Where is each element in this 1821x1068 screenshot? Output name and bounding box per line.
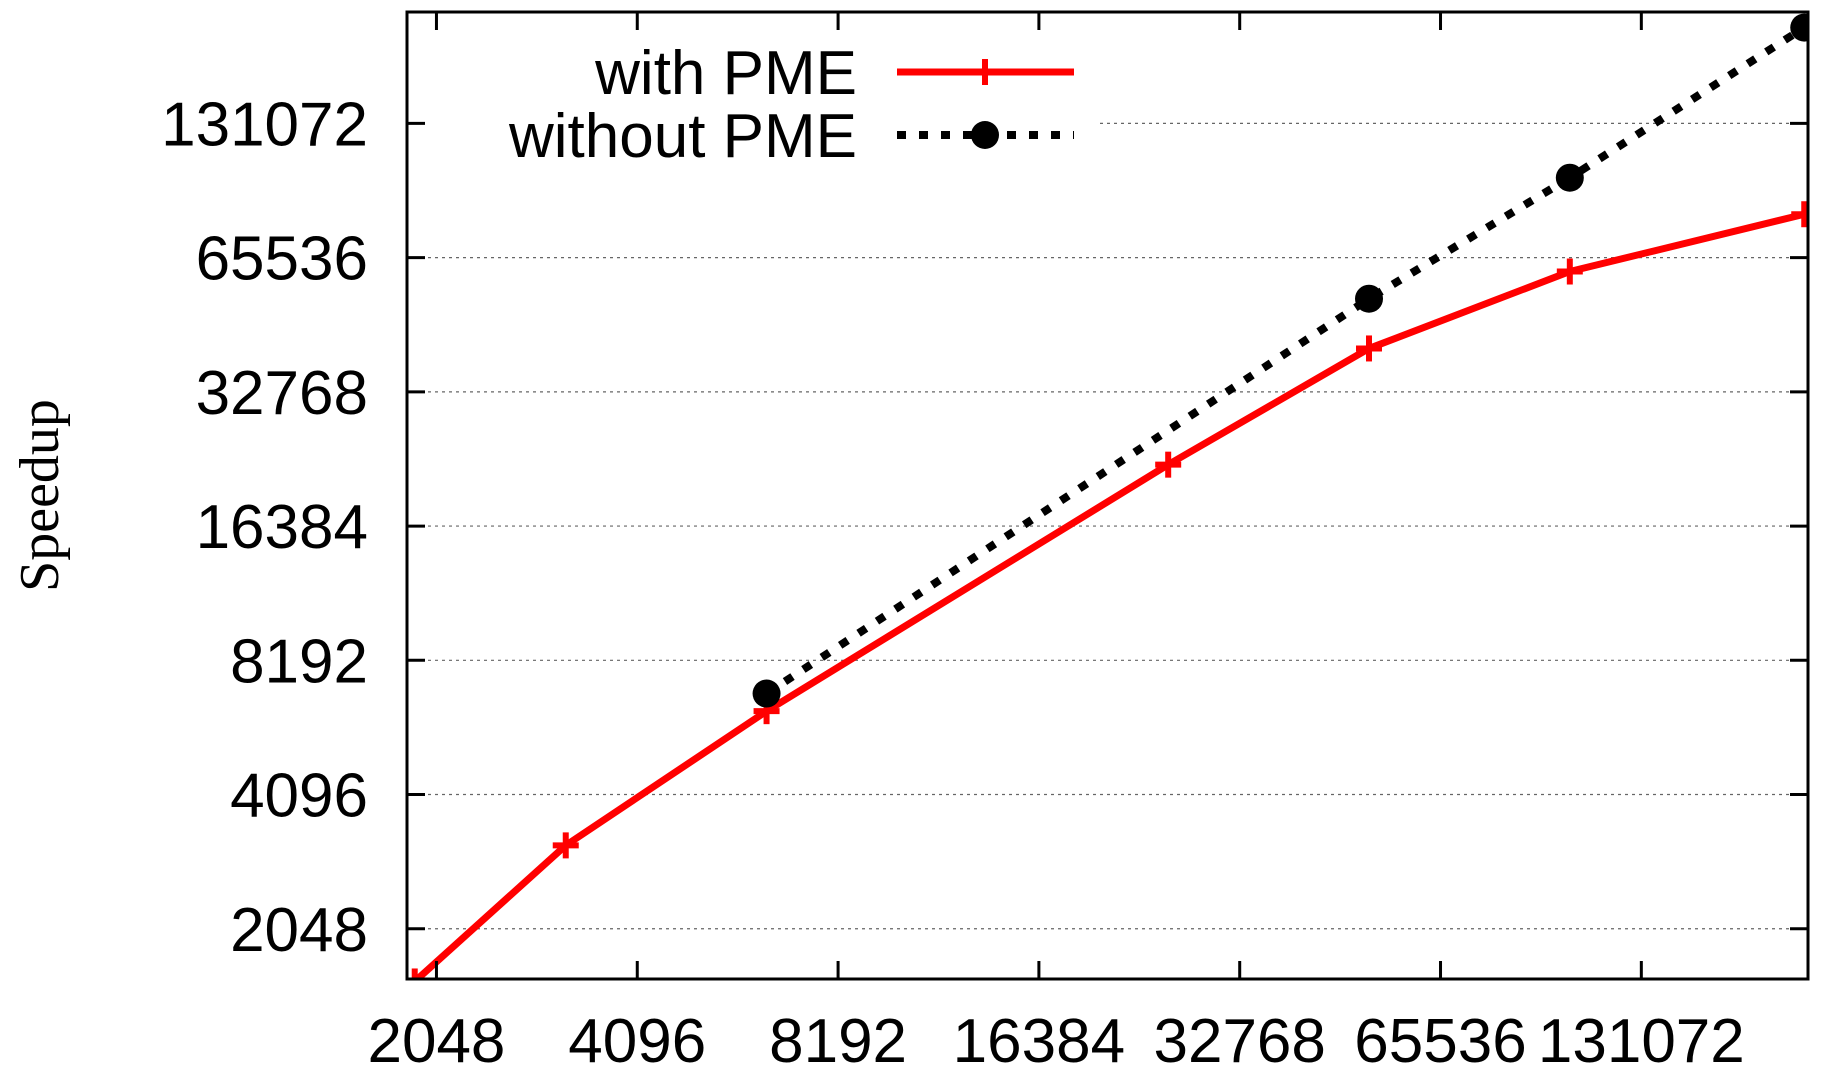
y-tick-label: 131072: [161, 90, 368, 159]
x-tick-labels: 2048 4096 8192 16384 32768 65536 131072: [367, 1007, 1744, 1068]
x-tick-label: 4096: [568, 1007, 706, 1068]
legend-marker-plus: [972, 59, 998, 85]
x-tick-label: 2048: [367, 1007, 505, 1068]
legend-label: without PME: [508, 102, 857, 171]
legend-label: with PME: [594, 39, 857, 108]
series-with-pme: [407, 201, 1808, 979]
x-tick-label: 131072: [1538, 1007, 1745, 1068]
y-tick-label: 65536: [196, 225, 368, 294]
y-tick-label: 4096: [230, 762, 368, 831]
y-axis-title: Speedup: [9, 399, 71, 592]
y-tick-label: 32768: [196, 359, 368, 428]
x-tick-label: 65536: [1354, 1007, 1526, 1068]
series-without-pme: [752, 13, 1808, 708]
data-point-circle: [1555, 163, 1584, 192]
data-point-plus: [552, 832, 579, 859]
y-tick-label: 2048: [230, 896, 368, 965]
data-point-circle: [1790, 13, 1808, 42]
y-tick-label: 16384: [196, 493, 368, 562]
plot-frame: [405, 10, 1810, 981]
data-point-circle: [752, 679, 781, 708]
series-line: [764, 24, 1807, 697]
legend-marker-circle: [971, 121, 999, 149]
y-tick-label: 8192: [230, 627, 368, 696]
data-point-plus: [1155, 451, 1182, 478]
y-tick-labels: 2048 4096 8192 16384 32768 65536 131072: [161, 90, 368, 964]
data-point-circle: [1355, 284, 1384, 313]
x-tick-label: 8192: [769, 1007, 907, 1068]
axis-ticks: [407, 12, 1808, 979]
x-tick-label: 32768: [1153, 1007, 1325, 1068]
data-point-plus: [1356, 335, 1383, 362]
data-point-plus: [407, 968, 428, 979]
legend-item: with PME: [594, 39, 1074, 108]
x-tick-label: 16384: [953, 1007, 1125, 1068]
legend-item: without PME: [508, 102, 1074, 171]
series-line: [412, 210, 1806, 979]
series-layer: [407, 13, 1808, 979]
data-point-plus: [1556, 258, 1583, 285]
data-point-plus: [1791, 201, 1808, 228]
